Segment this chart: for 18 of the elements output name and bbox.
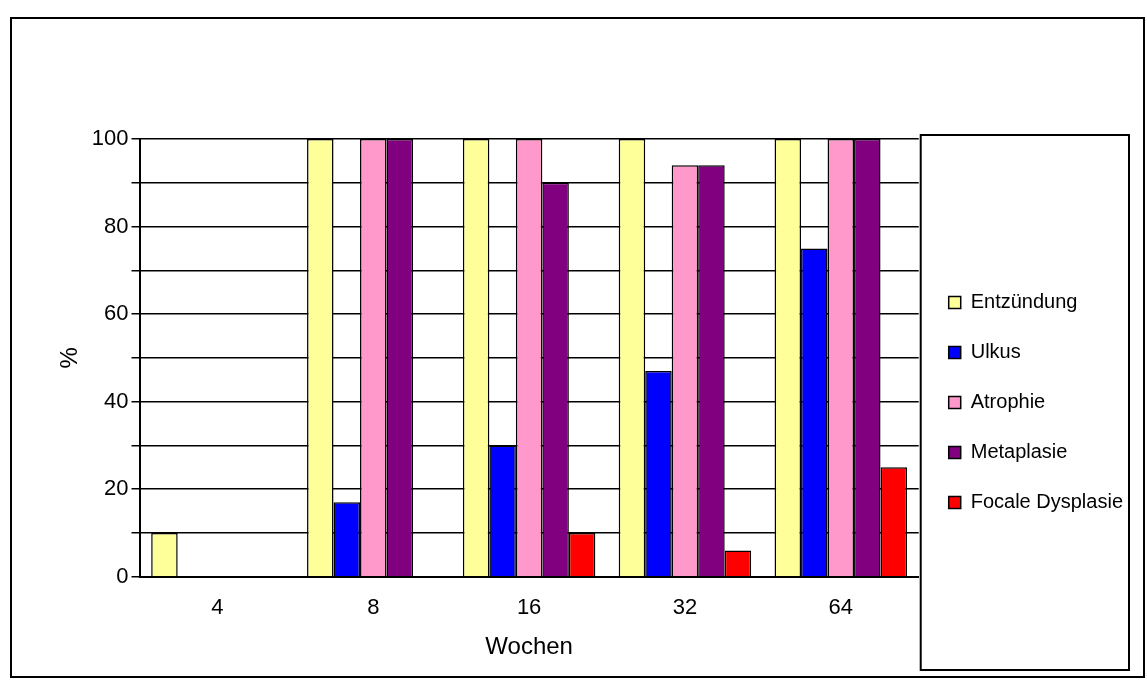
y-axis-title: % [55, 347, 83, 369]
x-tick-label: 8 [367, 594, 380, 620]
y-tick-label: 60 [104, 300, 129, 326]
legend-label: Metaplasie [970, 440, 1068, 463]
x-axis-title: Wochen [485, 632, 573, 660]
x-tick-label: 32 [672, 594, 698, 620]
y-tick-label: 20 [104, 475, 129, 501]
x-tick-label: 4 [211, 594, 224, 620]
x-tick-label: 16 [516, 594, 542, 620]
y-tick-label: 80 [104, 212, 129, 238]
legend-label: Atrophie [970, 390, 1046, 413]
y-tick-label: 40 [104, 387, 129, 413]
y-tick-label: 0 [116, 562, 129, 588]
y-tick-label: 100 [91, 125, 129, 151]
legend-label: Entzündung [970, 290, 1078, 313]
x-tick-label: 64 [828, 594, 854, 620]
legend-label: Ulkus [970, 340, 1021, 363]
legend-label: Focale Dysplasie [970, 490, 1124, 513]
